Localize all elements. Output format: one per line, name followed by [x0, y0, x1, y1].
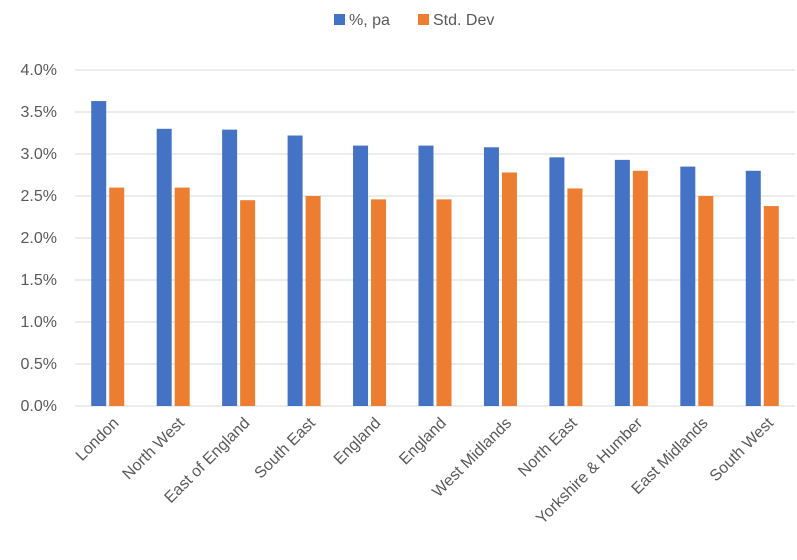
bar-std-dev: [763, 206, 779, 406]
x-tick-label: North West: [120, 414, 189, 483]
bar-pct-pa: [549, 157, 565, 406]
y-tick-label: 1.0%: [21, 314, 57, 331]
bar-pct-pa: [418, 145, 434, 406]
bar-std-dev: [567, 188, 583, 406]
bar-std-dev: [698, 196, 714, 406]
y-tick-label: 4.0%: [21, 62, 57, 79]
legend-label: Std. Dev: [433, 12, 494, 29]
y-tick-label: 3.0%: [21, 146, 57, 163]
legend: %, pa Std. Dev: [334, 12, 494, 29]
x-tick-label: South East: [252, 414, 320, 482]
bar-std-dev: [436, 199, 452, 406]
legend-label: %, pa: [349, 12, 390, 29]
bar-pct-pa: [222, 129, 238, 406]
y-tick-label: 0.5%: [21, 356, 57, 373]
bar-pct-pa: [745, 170, 761, 406]
x-tick-label: South West: [707, 414, 778, 485]
bar-pct-pa: [156, 128, 172, 407]
bar-std-dev: [174, 187, 190, 406]
bar-std-dev: [305, 196, 321, 406]
legend-swatch: [334, 14, 345, 25]
bar-std-dev: [240, 200, 256, 406]
legend-swatch: [418, 14, 429, 25]
y-tick-label: 3.5%: [21, 104, 57, 121]
y-tick-label: 2.0%: [21, 230, 57, 247]
bars-group: [91, 101, 779, 407]
bar-pct-pa: [91, 101, 107, 406]
x-tick-label: Yorkshire & Humber: [533, 414, 646, 527]
bar-std-dev: [632, 170, 648, 406]
bar-std-dev: [501, 172, 517, 406]
x-tick-label: England: [331, 415, 385, 469]
gridlines: [75, 69, 795, 407]
bar-pct-pa: [287, 135, 303, 406]
y-tick-label: 0.0%: [21, 398, 57, 415]
x-tick-label: North East: [515, 414, 581, 480]
y-axis: 0.0% 0.5% 1.0% 1.5% 2.0% 2.5% 3.0% 3.5% 4.0%: [21, 62, 57, 415]
bar-pct-pa: [614, 159, 630, 406]
x-tick-label: England: [396, 415, 450, 469]
y-tick-label: 2.5%: [21, 188, 57, 205]
bar-pct-pa: [483, 147, 499, 406]
bar-std-dev: [109, 187, 125, 406]
bar-pct-pa: [353, 145, 369, 406]
y-tick-label: 1.5%: [21, 272, 57, 289]
bar-pct-pa: [680, 166, 696, 406]
x-tick-label: London: [73, 415, 123, 465]
bar-std-dev: [371, 199, 387, 406]
